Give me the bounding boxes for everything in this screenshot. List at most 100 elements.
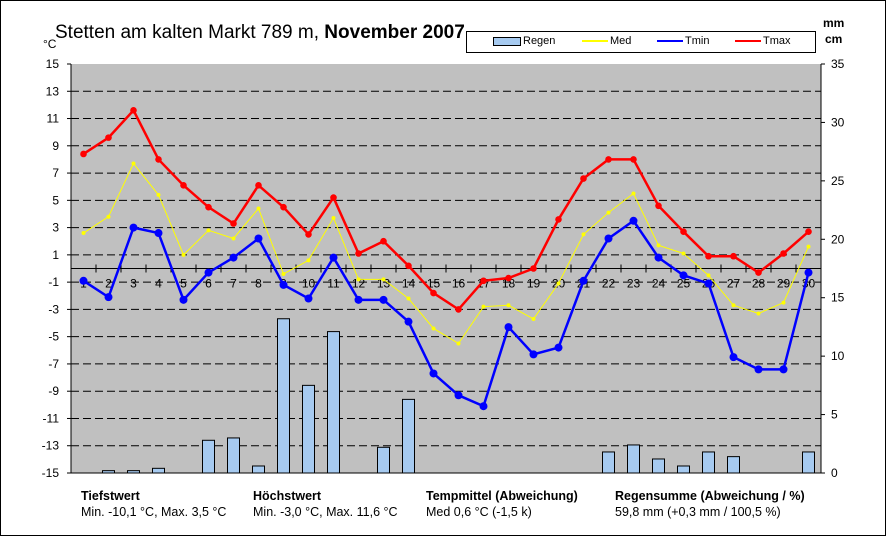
point-tmax — [380, 237, 387, 245]
rain-bar — [202, 439, 215, 474]
rain-bar — [252, 465, 265, 474]
y-tick-label: 1 — [52, 248, 59, 262]
point-med — [431, 326, 436, 331]
point-tmin — [379, 295, 388, 304]
stat-heading: Regensumme (Abweichung / %) — [615, 489, 805, 503]
y2-tick-label: 10 — [831, 349, 845, 363]
point-med — [531, 316, 536, 321]
point-med — [306, 258, 311, 263]
x-tick-label: 3 — [130, 277, 137, 291]
point-med — [756, 311, 761, 316]
point-med — [281, 271, 286, 276]
x-tick-label: 27 — [727, 277, 741, 291]
x-tick-label: 12 — [352, 277, 366, 291]
x-tick-label: 25 — [677, 277, 691, 291]
y-tick-label: 3 — [52, 221, 59, 235]
x-tick-label: 14 — [402, 277, 416, 291]
point-tmax — [505, 274, 512, 282]
point-med — [681, 251, 686, 256]
point-tmin — [629, 216, 638, 225]
point-med — [581, 232, 586, 237]
point-tmin — [179, 295, 188, 304]
x-tick-label: 24 — [652, 277, 666, 291]
x-tick-label: 16 — [452, 277, 466, 291]
x-tick-label: 6 — [205, 277, 212, 291]
point-tmin — [79, 276, 88, 285]
point-tmin — [754, 365, 763, 374]
point-med — [356, 277, 361, 282]
point-med — [781, 300, 786, 305]
point-tmax — [705, 252, 712, 260]
y-tick-label: -5 — [48, 330, 59, 344]
x-tick-label: 4 — [155, 277, 162, 291]
point-tmin — [679, 271, 688, 280]
left-axis-unit: °C — [43, 37, 57, 51]
point-med — [331, 216, 336, 221]
chart-title: Stetten am kalten Markt 789 m, November … — [55, 22, 465, 44]
rain-bar — [377, 446, 390, 474]
x-tick-label: 22 — [602, 277, 616, 291]
right-axis-unit: mm cm — [823, 15, 844, 47]
y-tick-label: -11 — [43, 411, 60, 425]
point-tmax — [105, 134, 112, 141]
y-tick-label: -9 — [48, 384, 59, 398]
point-tmin — [279, 280, 288, 289]
point-med — [181, 252, 186, 257]
rain-bar — [702, 451, 715, 474]
rain-bar — [402, 398, 415, 474]
legend-regen: Regen — [493, 35, 555, 47]
series-line-med — [83, 162, 809, 345]
rain-bar — [327, 331, 340, 474]
rain-bar — [277, 318, 290, 474]
stat-text: 59,8 mm (+0,3 mm / 100,5 %) — [615, 505, 781, 519]
legend-label: Tmin — [685, 35, 710, 47]
x-tick-label: 15 — [427, 277, 441, 291]
point-tmin — [429, 369, 438, 378]
point-tmin — [129, 223, 138, 232]
point-tmax — [405, 262, 412, 270]
point-med — [106, 214, 111, 219]
rain-bar — [152, 467, 165, 474]
point-tmin — [504, 323, 513, 332]
point-tmin — [779, 365, 788, 374]
point-tmax — [655, 202, 662, 210]
stat-text: Med 0,6 °C (-1,5 k) — [426, 505, 532, 519]
y-tick-label: 5 — [52, 193, 59, 207]
point-med — [81, 231, 86, 236]
point-tmax — [330, 194, 337, 201]
point-tmax — [155, 156, 162, 163]
point-tmax — [730, 252, 737, 260]
title-text: Stetten am kalten Markt 789 m, — [55, 22, 325, 43]
point-tmax — [605, 156, 612, 163]
point-tmin — [454, 391, 463, 400]
y-tick-label: -3 — [48, 302, 59, 316]
y-tick-label: 11 — [47, 112, 60, 126]
tmin-line-icon — [657, 40, 683, 42]
rain-bar — [677, 465, 690, 474]
legend-label: Regen — [523, 35, 556, 47]
title-month: November 2007 — [324, 22, 465, 43]
point-med — [606, 210, 611, 215]
y2-tick-label: 30 — [831, 115, 845, 129]
point-med — [631, 191, 636, 196]
point-tmin — [604, 234, 613, 243]
y-tick-label: 9 — [52, 139, 59, 153]
point-med — [731, 303, 736, 308]
stat-heading: Tempmittel (Abweichung) — [426, 489, 578, 503]
y-tick-label: -1 — [48, 275, 59, 289]
y-tick-label: -15 — [42, 466, 60, 480]
legend: Regen Med Tmin Tmax — [466, 31, 816, 53]
point-tmax — [455, 306, 462, 313]
legend-label: Tmax — [763, 35, 791, 47]
point-med — [706, 273, 711, 278]
rain-bar — [727, 456, 740, 474]
point-med — [381, 277, 386, 282]
x-tick-label: 11 — [327, 277, 340, 291]
x-tick-label: 2 — [105, 277, 112, 291]
point-tmin — [304, 294, 313, 303]
point-med — [206, 228, 211, 233]
point-med — [806, 244, 811, 249]
x-tick-label: 10 — [302, 277, 316, 291]
y-tick-label: -13 — [42, 439, 60, 453]
point-tmax — [230, 220, 237, 227]
